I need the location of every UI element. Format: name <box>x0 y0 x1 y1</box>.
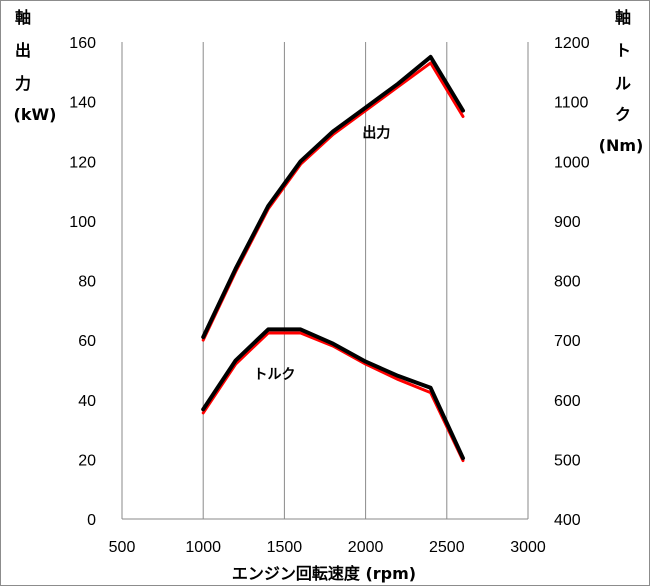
y-right-axis-title: ト <box>615 41 631 60</box>
y-left-axis-title: 出 <box>15 41 31 60</box>
y-right-tick-label: 1100 <box>554 95 589 112</box>
y-left-tick-label: 100 <box>69 214 96 231</box>
y-left-tick-label: 120 <box>69 154 96 171</box>
y-right-axis-title: ル <box>615 74 631 93</box>
y-right-axis-title: ク <box>615 105 631 124</box>
y-right-tick-label: 800 <box>554 274 581 291</box>
x-tick-label: 1000 <box>185 539 221 556</box>
y-left-axis-title: (kW) <box>14 105 57 124</box>
y-left-tick-label: 20 <box>78 452 96 469</box>
x-tick-label: 2500 <box>429 539 465 556</box>
y-right-tick-label: 700 <box>554 333 581 350</box>
y-left-axis-title: 力 <box>15 74 31 93</box>
x-tick-label: 1500 <box>267 539 303 556</box>
y-left-tick-label: 80 <box>78 274 96 291</box>
y-left-tick-label: 40 <box>78 393 96 410</box>
y-right-axis-title: 軸 <box>615 8 631 27</box>
y-right-tick-label: 900 <box>554 214 581 231</box>
x-tick-label: 2000 <box>348 539 384 556</box>
x-tick-label: 500 <box>109 539 136 556</box>
y-left-tick-label: 60 <box>78 333 96 350</box>
output-line-red <box>201 61 465 342</box>
y-right-tick-label: 1000 <box>554 154 590 171</box>
y-right-tick-label: 1200 <box>554 35 590 52</box>
y-left-axis-title: 軸 <box>15 8 31 27</box>
torque-line-red <box>201 331 465 463</box>
x-axis-title: エンジン回転速度 (rpm) <box>232 564 416 583</box>
series-annotation: トルク <box>254 367 296 383</box>
y-right-tick-label: 600 <box>554 393 581 410</box>
series-annotation: 出力 <box>362 124 390 141</box>
torque-line-black <box>201 327 465 461</box>
y-right-axis-title: (Nm) <box>599 136 644 155</box>
y-left-tick-label: 140 <box>69 95 96 112</box>
y-left-tick-label: 160 <box>69 35 96 52</box>
output-line-black <box>201 54 465 340</box>
y-right-tick-label: 500 <box>554 452 581 469</box>
y-left-tick-label: 0 <box>87 512 96 529</box>
y-right-tick-label: 400 <box>554 512 581 529</box>
x-tick-label: 3000 <box>510 539 546 556</box>
